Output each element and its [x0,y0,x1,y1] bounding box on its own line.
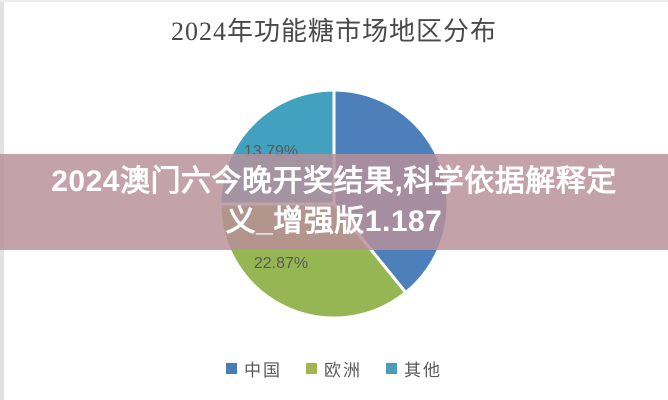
legend-swatch-europe [306,362,317,374]
legend-item-china[interactable]: 中国 [226,356,282,381]
overlay-banner: 2024澳门六今晚开奖结果,科学依据解释定 义_增强版1.187 [0,154,668,250]
legend-swatch-china [226,362,237,374]
legend-label-other: 其他 [404,360,442,380]
page-top-edge [0,0,668,2]
legend-label-china: 中国 [244,360,282,380]
pie-slice-label-europe: 22.87% [254,255,308,272]
overlay-banner-text-line2: 义_增强版1.187 [225,205,443,238]
chart-title: 2024年功能糖市场地区分布 [170,17,497,46]
legend-label-europe: 欧洲 [324,360,362,380]
legend-item-europe[interactable]: 欧洲 [306,356,362,381]
legend-item-other[interactable]: 其他 [386,356,442,381]
legend-swatch-other [386,362,397,374]
chart-legend: 中国 欧洲 其他 [0,355,668,381]
overlay-banner-text-line1: 2024澳门六今晚开奖结果,科学依据解释定 [51,165,617,198]
